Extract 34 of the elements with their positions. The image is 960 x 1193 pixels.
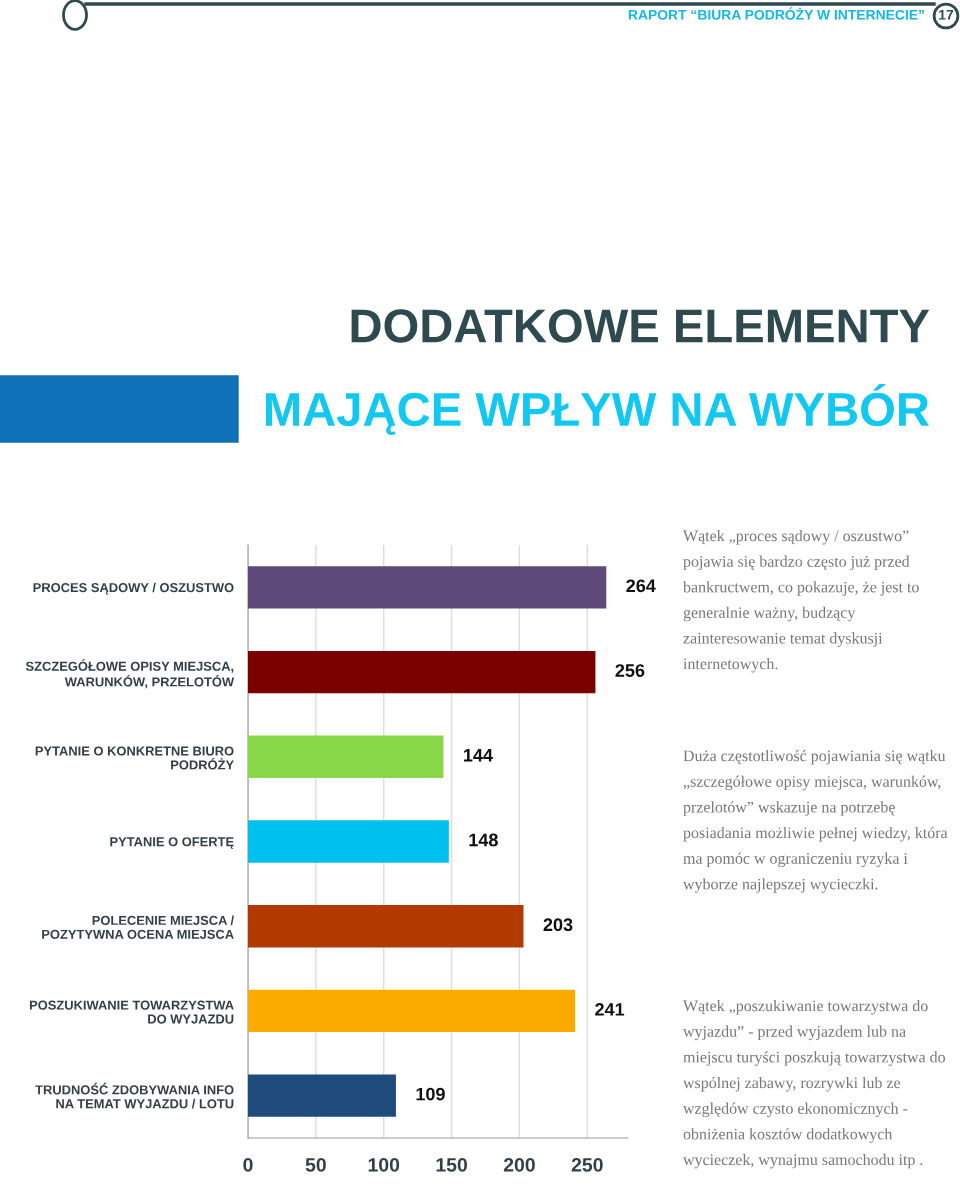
data-label: 241 [595, 1002, 625, 1016]
y-tick-label: PROCES SĄDOWY / OSZUSTWO [33, 582, 234, 595]
y-tick-label: PYTANIE O OFERTĘ [110, 837, 234, 849]
text: Wątek „proces sądowy / oszustwo” pojawia się bardzo często już przed bankructwem, co pokazuje, że jest to generalnie ważny, budzący zainteresowanie temat dyskusji internetowych. [683, 530, 919, 673]
x-tick-label: 200 [503, 1157, 535, 1172]
y-tick-label: SZCZEGÓŁOWE OPISY MIEJSCA, WARUNKÓW, PRZELOTÓW [25, 659, 235, 689]
text: RAPORT “BIURA PODRÓŻY W INTERNECIE” [628, 7, 924, 20]
x-tick-label: 0 [243, 1157, 253, 1172]
text: 17 [939, 10, 954, 20]
bar [248, 820, 449, 863]
bar [248, 566, 607, 609]
y-tick-label: POSZUKIWANIE TOWARZYSTWA DO WYJAZDU [29, 1000, 234, 1024]
data-label: 109 [416, 1087, 445, 1101]
x-tick-label: 50 [305, 1157, 326, 1172]
bar [248, 989, 576, 1033]
data-label: 144 [464, 749, 493, 762]
chart-title: DODATKOWE ELEMENTY [351, 309, 930, 343]
bar [248, 905, 524, 948]
y-tick-label: POLECENIE MIEJSCA / POZYTYWNA OCENA MIEJSCA [42, 915, 234, 939]
chart-subtitle: MAJĄCE WPŁYW NA WYBÓR [265, 383, 930, 436]
x-tick-label: 100 [368, 1157, 400, 1172]
x-tick-label: 250 [571, 1157, 603, 1172]
x-tick-label: 150 [436, 1157, 467, 1172]
y-tick-label: TRUDNOŚĆ ZDOBYWANIA INFO NA TEMAT WYJAZDU / LOTU [35, 1082, 234, 1109]
text: Wątek „poszukiwanie towarzystwa do wyjazdu” - przed wyjazdem lub na miejscu turyści poszkują towarzystwa do wspólnej zabawy, rozrywki lub ze względów czysto ekonomicznych - obniżenia kosztów dodatkowych wycieczek, wynajmu samochodu itp . [683, 1000, 945, 1169]
text: Duża częstotliwość pojawiania się wątku „szczegółowe opisy miejsca, warunków, przelotów” wskazuje na potrzebę posiadania możliwie pełnej wiedzy, która ma pomóc w ograniczeniu ryzyka i wyborze najlepszej wycieczki. [683, 750, 948, 893]
data-label: 148 [469, 833, 498, 847]
bar [248, 650, 596, 694]
data-label: 256 [615, 664, 645, 677]
y-tick-label: PYTANIE O KONKRETNE BIURO PODRÓŻY [35, 746, 234, 770]
bar [248, 735, 444, 778]
data-label: 203 [543, 918, 573, 932]
bar [248, 1074, 396, 1117]
data-label: 264 [626, 579, 656, 593]
